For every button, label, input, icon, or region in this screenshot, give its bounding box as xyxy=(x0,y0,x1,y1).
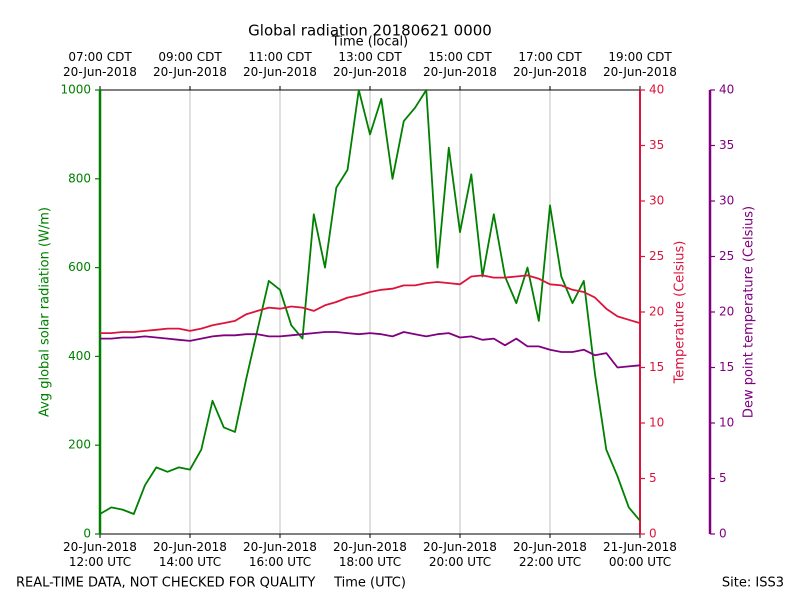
top-tick-label: 09:00 CDT 20-Jun-2018 xyxy=(153,50,227,79)
x-tick-label: 20-Jun-2018 20:00 UTC xyxy=(423,540,497,569)
top-tick-label: 19:00 CDT 20-Jun-2018 xyxy=(603,50,677,79)
y2-tick-label: 30 xyxy=(649,194,664,208)
y-axis-label: Avg global solar radiation (W/m) xyxy=(38,207,53,417)
x-tick-label: 21-Jun-2018 00:00 UTC xyxy=(603,540,677,569)
y-tick-label: 1000 xyxy=(60,83,91,97)
y3-tick-label: 25 xyxy=(719,249,734,263)
y3-tick-label: 5 xyxy=(719,471,727,485)
top-tick-label: 07:00 CDT 20-Jun-2018 xyxy=(63,50,137,79)
x-tick-label: 20-Jun-2018 14:00 UTC xyxy=(153,540,227,569)
y3-tick-label: 20 xyxy=(719,305,734,319)
y2-tick-label: 20 xyxy=(649,305,664,319)
series-line xyxy=(100,274,641,334)
y-tick-label: 600 xyxy=(68,260,91,274)
y3-tick-label: 35 xyxy=(719,138,734,152)
y-tick-label: 0 xyxy=(83,527,91,541)
y2-tick-label: 5 xyxy=(649,471,657,485)
y3-tick-label: 40 xyxy=(719,83,734,97)
y2-tick-label: 35 xyxy=(649,138,664,152)
y3-tick-label: 10 xyxy=(719,416,734,430)
y2-tick-label: 40 xyxy=(649,83,664,97)
x-tick-label: 20-Jun-2018 22:00 UTC xyxy=(513,540,587,569)
x-axis-label: Time (UTC) xyxy=(333,576,406,591)
top-tick-label: 17:00 CDT 20-Jun-2018 xyxy=(513,50,587,79)
y2-tick-label: 0 xyxy=(649,527,657,541)
top-tick-label: 13:00 CDT 20-Jun-2018 xyxy=(333,50,407,79)
note: REAL-TIME DATA, NOT CHECKED FOR QUALITY xyxy=(16,576,315,591)
series-line xyxy=(100,331,641,369)
y2-tick-label: 25 xyxy=(649,249,664,263)
y2-axis-label: Temperature (Celsius) xyxy=(673,241,688,385)
x-tick-label: 20-Jun-2018 16:00 UTC xyxy=(243,540,317,569)
y3-axis-label: Dew point temperature (Celsius) xyxy=(742,206,757,418)
x-tick-label: 20-Jun-2018 18:00 UTC xyxy=(333,540,407,569)
top-tick-label: 11:00 CDT 20-Jun-2018 xyxy=(243,50,317,79)
y-tick-label: 200 xyxy=(68,438,91,452)
y-tick-label: 400 xyxy=(68,349,91,363)
chart-title: Global radiation 20180621 0000 xyxy=(248,22,492,40)
y3-tick-label: 15 xyxy=(719,360,734,374)
y-tick-label: 800 xyxy=(68,171,91,185)
y3-tick-label: 0 xyxy=(719,527,727,541)
y2-tick-label: 15 xyxy=(649,360,664,374)
series-line xyxy=(99,89,641,522)
y3-tick-label: 30 xyxy=(719,194,734,208)
y2-tick-label: 10 xyxy=(649,416,664,430)
x-tick-label: 20-Jun-2018 12:00 UTC xyxy=(63,540,137,569)
site: Site: ISS3 xyxy=(722,576,784,591)
top-axis-label: Time (local) xyxy=(331,35,408,50)
top-tick-label: 15:00 CDT 20-Jun-2018 xyxy=(423,50,497,79)
